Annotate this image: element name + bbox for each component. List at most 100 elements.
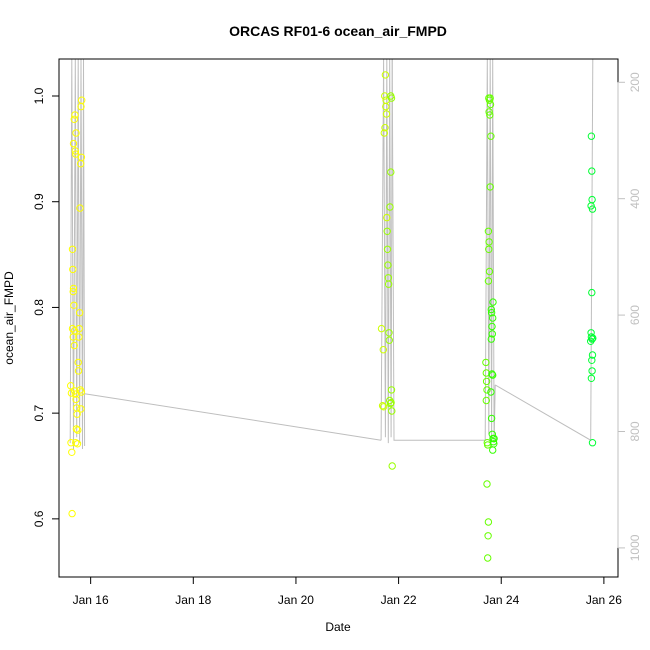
point-rf05-3	[488, 322, 496, 331]
point-rf01-31	[74, 367, 83, 375]
point-rf02-11	[382, 110, 391, 118]
point-rf03-16	[387, 92, 395, 100]
point-rf02-3	[379, 403, 388, 411]
point-rf03-5	[384, 280, 393, 288]
point-rf05-5	[489, 314, 497, 322]
point-rf06-13	[588, 356, 596, 364]
point-rf05-7	[488, 370, 496, 378]
point-rf06-16	[588, 439, 597, 447]
y2-tick-label: 200	[628, 72, 642, 92]
point-rf01-9	[69, 287, 77, 296]
point-rf01-27	[72, 439, 80, 447]
point-rf01-11	[70, 301, 78, 309]
point-rf04-24	[486, 183, 494, 191]
point-rf01-30	[74, 358, 82, 367]
point-rf06-14	[588, 367, 596, 375]
point-rf06-6	[588, 288, 596, 297]
point-rf05-17	[489, 298, 497, 306]
point-rf06-2	[588, 167, 596, 175]
point-rf01-42	[77, 102, 85, 111]
point-rf01-15	[69, 139, 78, 148]
point-rf02-12	[383, 213, 391, 222]
chart-title: ORCAS RF01-6 ocean_air_FMPD	[229, 23, 447, 39]
point-rf03-8	[386, 396, 394, 405]
point-rf01-4	[68, 448, 76, 456]
pressure-trace-segment-2	[84, 393, 382, 441]
point-rf06-1	[587, 132, 596, 140]
point-rf01-10	[69, 284, 78, 293]
point-rf05-15	[489, 446, 497, 454]
point-rf01-36	[77, 405, 85, 413]
point-rf04-10	[484, 518, 493, 526]
point-rf01-26	[72, 425, 81, 433]
x-axis-label: Date	[325, 620, 351, 634]
plot-frame	[58, 58, 619, 578]
x-tick-label: Jan 22	[381, 593, 417, 607]
y2-tick-label: 800	[628, 421, 642, 441]
point-rf01-17	[71, 111, 79, 119]
point-rf01-1	[67, 382, 75, 390]
point-rf03-17	[388, 462, 396, 470]
point-rf03-10	[387, 398, 395, 407]
point-rf04-2	[482, 369, 490, 377]
point-rf01-14	[70, 327, 79, 335]
point-rf01-40	[77, 153, 86, 162]
point-rf03-13	[386, 203, 394, 211]
y-axis: 0.6 0.7 0.8 0.9 1.0	[32, 87, 60, 527]
y-axis-label: ocean_air_FMPD	[2, 271, 16, 365]
point-rf03-7	[385, 336, 393, 344]
point-rf06-12	[588, 351, 597, 359]
y-tick-label: 0.7	[32, 404, 46, 421]
point-rf02-6	[381, 124, 389, 132]
point-rf04-3	[482, 377, 491, 386]
point-rf01-38	[76, 204, 84, 212]
point-rf03-6	[385, 329, 393, 337]
x-tick-label: Jan 16	[73, 593, 109, 607]
x-tick-label: Jan 20	[278, 593, 314, 607]
x-tick-label: Jan 18	[175, 593, 211, 607]
point-rf01-28	[73, 440, 82, 448]
point-rf06-15	[587, 374, 596, 382]
x-tick-label: Jan 26	[586, 593, 622, 607]
point-rf03-11	[388, 407, 396, 415]
y-tick-label: 0.6	[32, 510, 46, 527]
point-rf04-22	[486, 100, 495, 109]
point-rf04-16	[485, 267, 494, 276]
point-rf05-16	[490, 434, 498, 443]
point-rf01-8	[68, 245, 77, 254]
point-rf01-29	[74, 426, 82, 434]
point-rf01-23	[72, 395, 80, 404]
point-rf02-4	[379, 346, 387, 354]
point-rf05-9	[487, 388, 495, 396]
point-rf02-9	[381, 71, 390, 79]
point-rf04-8	[483, 480, 491, 488]
point-rf01-20	[72, 129, 80, 137]
point-rf04-1	[482, 358, 490, 367]
point-rf01-21	[70, 387, 79, 395]
pressure-trace-segment-4	[391, 59, 486, 441]
point-rf06-9	[588, 335, 596, 343]
x-tick-label: Jan 24	[483, 593, 519, 607]
pressure-trace-segment-3	[380, 59, 393, 444]
point-rf01-7	[69, 265, 77, 274]
plot-area	[67, 59, 597, 562]
x-axis: Jan 16 Jan 18 Jan 20 Jan 22 Jan 24 Jan 26	[73, 576, 622, 607]
point-rf02-5	[380, 129, 388, 137]
point-rf04-14	[485, 238, 493, 246]
point-rf01-32	[75, 333, 83, 341]
point-rf04-21	[486, 111, 494, 119]
point-rf01-13	[70, 341, 79, 350]
point-rf06-5	[588, 205, 597, 213]
y-tick-label: 1.0	[32, 87, 46, 104]
point-rf02-2	[378, 402, 387, 410]
point-rf04-11	[484, 554, 492, 562]
point-rf04-20	[485, 108, 493, 116]
point-rf03-1	[383, 227, 391, 236]
point-rf01-37	[77, 388, 86, 396]
point-rf06-11	[587, 337, 595, 345]
point-rf01-25	[73, 410, 81, 418]
point-rf05-4	[488, 330, 496, 338]
point-rf01-18	[71, 147, 80, 155]
point-rf03-3	[384, 261, 392, 269]
